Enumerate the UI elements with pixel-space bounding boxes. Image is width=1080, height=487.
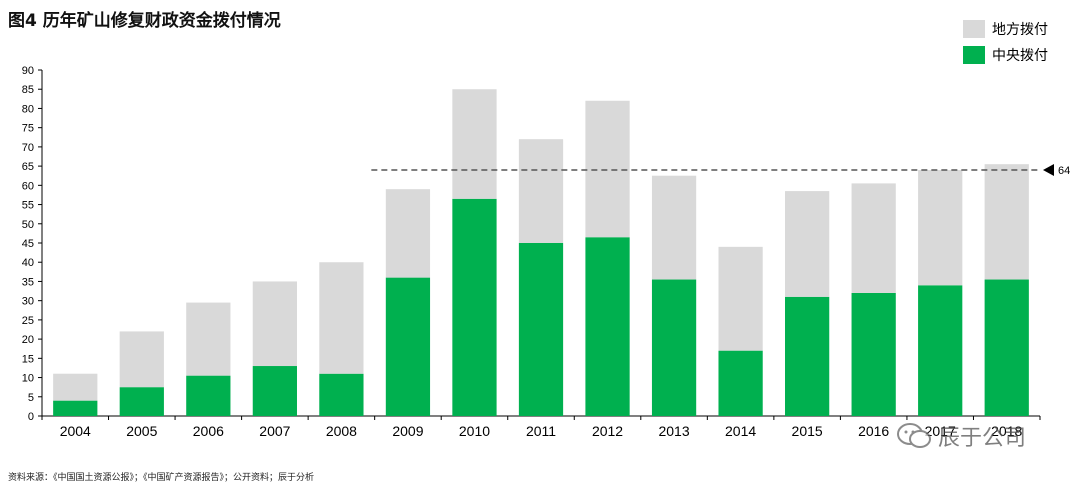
x-tick-label-2015: 2015 xyxy=(792,423,823,439)
bar-central-2004 xyxy=(53,400,98,416)
bar-central-2012 xyxy=(585,237,630,416)
x-tick-label-2012: 2012 xyxy=(592,423,623,439)
bar-local-2013 xyxy=(651,175,697,280)
y-tick-label: 60 xyxy=(22,180,34,192)
y-tick-label: 50 xyxy=(22,219,34,231)
source-note: 资料来源：《中国国土资源公报》；《中国矿产资源报告》；公开资料；辰于分析 xyxy=(8,473,315,483)
y-tick-label: 75 xyxy=(22,123,34,135)
bar-local-2012 xyxy=(585,100,630,238)
bar-central-2011 xyxy=(518,243,564,416)
reference-line-label: 64 xyxy=(1058,165,1070,177)
y-tick-label: 15 xyxy=(22,353,34,365)
bar-central-2017 xyxy=(918,285,963,416)
y-tick-label: 90 xyxy=(22,65,34,77)
legend: 地方拨付 中央拨付 xyxy=(963,16,1048,68)
bar-local-2006 xyxy=(186,302,231,376)
bar-local-2018 xyxy=(984,164,1029,280)
reference-line-group: 64 xyxy=(371,163,1070,177)
bar-local-2010 xyxy=(452,89,497,199)
x-tick-label-2014: 2014 xyxy=(725,423,756,439)
y-tick-label: 65 xyxy=(22,161,34,173)
x-tick-label-2006: 2006 xyxy=(193,423,224,439)
bar-central-2005 xyxy=(119,387,164,416)
bar-central-2015 xyxy=(785,296,830,416)
bar-central-2006 xyxy=(186,375,231,416)
y-tick-label: 70 xyxy=(22,142,34,154)
legend-swatch-central xyxy=(963,46,985,64)
x-tick-label-2007: 2007 xyxy=(259,423,290,439)
bar-local-2016 xyxy=(851,183,896,293)
y-tick-label: 80 xyxy=(22,103,34,115)
bar-local-2014 xyxy=(718,246,763,351)
x-tick-label-2018: 2018 xyxy=(991,423,1022,439)
bar-central-2013 xyxy=(651,279,697,416)
x-tick-label-2005: 2005 xyxy=(126,423,157,439)
bar-local-2008 xyxy=(319,262,364,374)
chart-title: 图4 历年矿山修复财政资金拨付情况 xyxy=(8,11,281,31)
bar-local-2017 xyxy=(918,169,963,286)
y-tick-label: 85 xyxy=(22,84,34,96)
x-tick-label-2008: 2008 xyxy=(326,423,357,439)
y-tick-label: 45 xyxy=(22,238,34,250)
bar-central-2014 xyxy=(718,350,763,416)
bar-local-2015 xyxy=(785,191,830,297)
legend-label-central: 中央拨付 xyxy=(992,48,1048,64)
legend-swatch-local xyxy=(963,20,985,38)
y-tick-label: 55 xyxy=(22,200,34,212)
watermark: 辰于公司 xyxy=(896,420,1026,452)
y-tick-label: 5 xyxy=(28,392,34,404)
bar-central-2016 xyxy=(851,292,896,416)
labels-group: 2004 2005 2006 2007 2008 2009 2010 2011 2012 2013… xyxy=(60,423,1023,439)
y-tick-label: 10 xyxy=(22,373,34,385)
legend-item-local: 地方拨付 xyxy=(963,16,1048,42)
bar-central-2009 xyxy=(385,277,431,416)
y-tick-label: 40 xyxy=(22,257,34,269)
x-tick-label-2011: 2011 xyxy=(526,423,556,439)
wechat-icon xyxy=(897,423,931,448)
reference-marker-icon xyxy=(1043,163,1054,176)
bar-local-2004 xyxy=(53,373,98,401)
bar-central-2018 xyxy=(984,279,1029,416)
legend-label-local: 地方拨付 xyxy=(992,22,1048,38)
bar-local-2007 xyxy=(252,281,297,367)
legend-item-central: 中央拨付 xyxy=(963,42,1048,68)
bar-local-2005 xyxy=(119,331,164,388)
bar-central-2008 xyxy=(319,373,364,416)
bar-central-2007 xyxy=(252,366,297,416)
x-tick-label-2017: 2017 xyxy=(925,423,956,439)
y-tick-label: 35 xyxy=(22,276,34,288)
x-tick-label-2013: 2013 xyxy=(658,423,689,439)
x-tick-label-2016: 2016 xyxy=(858,423,889,439)
x-tick-label-2009: 2009 xyxy=(392,423,423,439)
x-tick-label-2004: 2004 xyxy=(60,423,91,439)
watermark-text: 辰于公司 xyxy=(938,426,1027,451)
x-tick-label-2010: 2010 xyxy=(459,423,490,439)
bar-local-2011 xyxy=(518,139,564,243)
bar-local-2009 xyxy=(385,189,431,278)
bar-central-2010 xyxy=(452,198,497,416)
y-tick-label: 0 xyxy=(28,411,34,423)
y-tick-label: 30 xyxy=(22,296,34,308)
y-tick-label: 20 xyxy=(22,334,34,346)
bars-group xyxy=(53,89,1029,416)
y-tick-label: 25 xyxy=(22,315,34,327)
